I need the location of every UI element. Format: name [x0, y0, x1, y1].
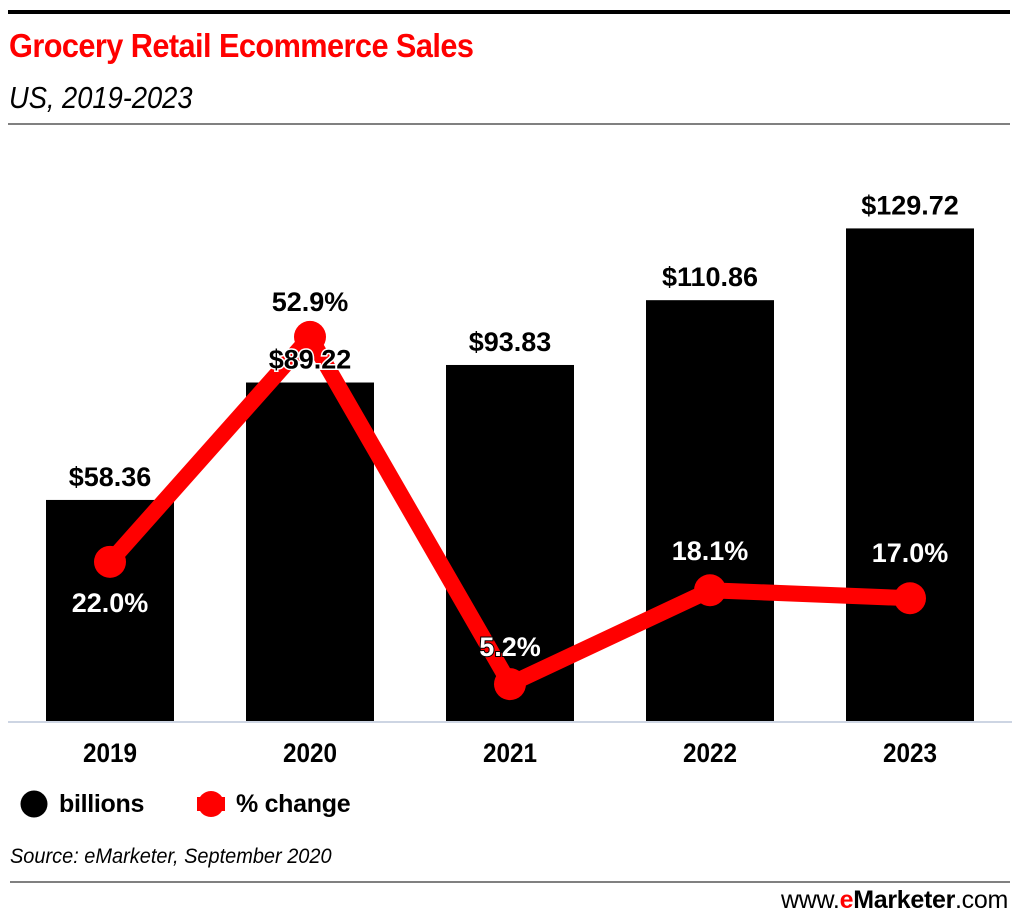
line-value-label-2022: 18.1%	[672, 536, 749, 566]
bar-2023	[846, 228, 974, 722]
labels-layer: 2019 2020 2021 2022 2023 $58.36 $89.22 $93.83 $1…	[67, 189, 960, 768]
line-point-2022	[694, 574, 726, 607]
line-value-label-2023: 17.0%	[872, 538, 949, 568]
line-value-label-2021: 5.2%	[479, 632, 541, 662]
bar-2020	[246, 382, 374, 722]
line-layer	[94, 320, 926, 701]
chart-plot: 2019 2020 2021 2022 2023 $58.36 $89.22 $93.83 $1…	[8, 189, 1012, 768]
line-point-2020	[294, 320, 326, 353]
legend-label-percent-change: % change	[236, 789, 351, 818]
line-value-label-2020: 52.9%	[272, 287, 349, 317]
bar-value-label-2021: $93.83	[469, 327, 552, 357]
circle-icon	[20, 790, 48, 818]
footer-rule	[10, 881, 1010, 883]
bar-value-label-2023: $129.72	[861, 190, 959, 220]
brand-suffix: .com	[955, 886, 1008, 914]
brand-prefix: www.	[781, 886, 840, 914]
x-tick-label-2020: 2020	[283, 739, 337, 768]
x-tick-label-2023: 2023	[883, 739, 937, 768]
bar-value-label-2020: $89.22	[269, 345, 352, 375]
bar-2019	[46, 499, 174, 722]
x-tick-label-2022: 2022	[683, 739, 737, 768]
source-note: Source: eMarketer, September 2020	[10, 845, 332, 868]
bar-value-label-2019: $58.36	[69, 462, 152, 492]
top-rule	[8, 10, 1010, 14]
line-point-2019	[94, 545, 126, 578]
chart-title: Grocery Retail Ecommerce Sales	[9, 27, 474, 64]
x-tick-label-2021: 2021	[483, 739, 537, 768]
subtitle-rule	[8, 123, 1010, 125]
line-value-label-2019: 22.0%	[72, 588, 149, 618]
chart-subtitle: US, 2019-2023	[9, 80, 193, 115]
bar-value-label-2022: $110.86	[662, 262, 758, 292]
legend-item-percent-change: % change	[197, 786, 351, 822]
line-point-2023	[894, 582, 926, 615]
line-marker-icon	[197, 791, 225, 817]
line-point-2021	[494, 668, 526, 701]
legend-item-billions: billions	[20, 786, 144, 822]
brand-name: Marketer	[853, 886, 956, 914]
bar-2022	[646, 300, 774, 722]
brand-e: e	[839, 886, 854, 914]
brand-logo[interactable]: www.eMarketer.com	[781, 886, 1008, 915]
x-tick-label-2019: 2019	[83, 739, 137, 768]
bars-layer	[46, 228, 974, 722]
legend-label-billions: billions	[59, 789, 145, 818]
